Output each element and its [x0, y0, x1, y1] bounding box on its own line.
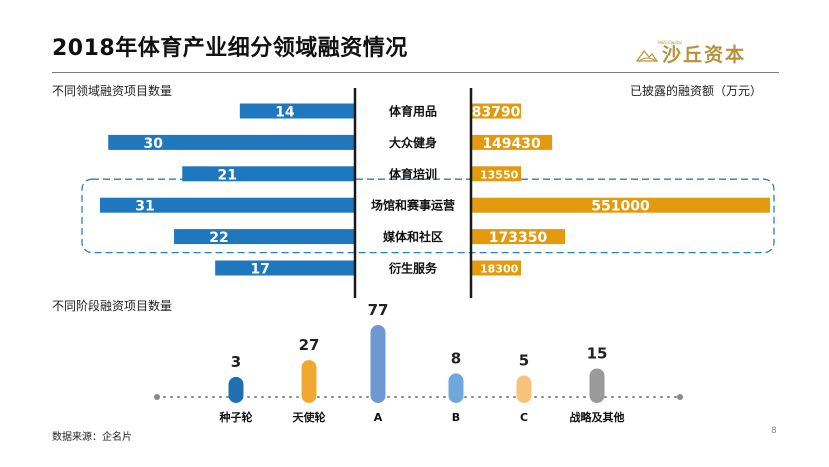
count-bar: [100, 197, 355, 213]
page-number: 8: [771, 426, 777, 436]
count-bar: [174, 229, 355, 245]
logo-name: 沙丘资本: [662, 44, 747, 66]
amount-label: 83790: [472, 105, 521, 121]
stage-value: 5: [519, 351, 529, 369]
count-label: 31: [135, 199, 154, 215]
amount-label: 18300: [480, 263, 519, 276]
stage-pill: [228, 376, 244, 403]
amount-bar: [471, 134, 553, 150]
count-label: 14: [275, 105, 295, 121]
highlight-box: [81, 178, 775, 254]
stage-label: B: [452, 411, 460, 424]
stage-pill: [301, 360, 317, 403]
left-header: 不同领域融资项目数量: [52, 84, 173, 98]
stage-value: 3: [231, 353, 241, 371]
stage-value: 8: [451, 349, 461, 367]
stage-label: A: [374, 411, 383, 424]
data-source: 数据来源：企名片: [52, 432, 132, 443]
stage-pill: [516, 375, 532, 403]
amount-bar: [471, 166, 521, 182]
amount-bar: [471, 103, 521, 119]
stage-label: 战略及其他: [570, 410, 625, 424]
stage-pill-chart: 3 种子轮 27 天使轮 77 A 8 B 5 C 15 战略及其他: [154, 301, 683, 424]
stage-value: 27: [299, 336, 320, 354]
category-label: 大众健身: [389, 135, 437, 150]
amount-label: 173350: [489, 230, 548, 246]
stage-label: C: [520, 411, 528, 424]
amount-label: 551000: [591, 199, 650, 215]
stage-pill: [589, 368, 605, 403]
company-logo: H&S Capital 沙丘资本: [636, 40, 746, 67]
amount-label: 13550: [480, 168, 519, 181]
category-label: 体育用品: [389, 104, 437, 119]
title-divider: [52, 72, 779, 73]
amount-bar: [471, 260, 521, 276]
category-label: 媒体和社区: [383, 229, 443, 244]
sector-butterfly-chart: 14 83790 体育用品 30 149430 大众健身 21 13550 体育培训 31 5510…: [81, 88, 775, 298]
dune-logo-icon: [636, 49, 658, 62]
stage-value: 15: [587, 344, 608, 362]
axis-start-dot: [154, 394, 160, 400]
axis-end-dot: [677, 394, 683, 400]
amount-label: 149430: [482, 136, 541, 152]
stage-label: 天使轮: [293, 410, 326, 424]
category-label: 场馆和赛事运营: [371, 198, 455, 213]
right-header: 已披露的融资额（万元）: [630, 84, 763, 98]
category-label: 体育培训: [389, 166, 437, 181]
count-bar: [215, 260, 355, 276]
count-label: 30: [143, 136, 163, 152]
count-label: 17: [250, 262, 269, 278]
count-bar: [182, 166, 355, 182]
stage-label: 种子轮: [219, 410, 253, 424]
page-title: 2018年体育产业细分领域融资情况: [52, 36, 408, 61]
amount-bar: [471, 229, 566, 245]
stage-pill: [448, 373, 464, 403]
count-bar: [108, 134, 356, 150]
logo-subtitle: H&S Capital: [658, 40, 682, 45]
stage-value: 77: [368, 301, 389, 319]
category-label: 衍生服务: [388, 261, 438, 276]
stage-header: 不同阶段融资项目数量: [52, 299, 173, 313]
stage-pill: [370, 325, 386, 403]
count-label: 22: [209, 230, 228, 246]
count-label: 21: [218, 167, 237, 183]
count-bar: [239, 103, 355, 119]
amount-bar: [471, 197, 770, 213]
